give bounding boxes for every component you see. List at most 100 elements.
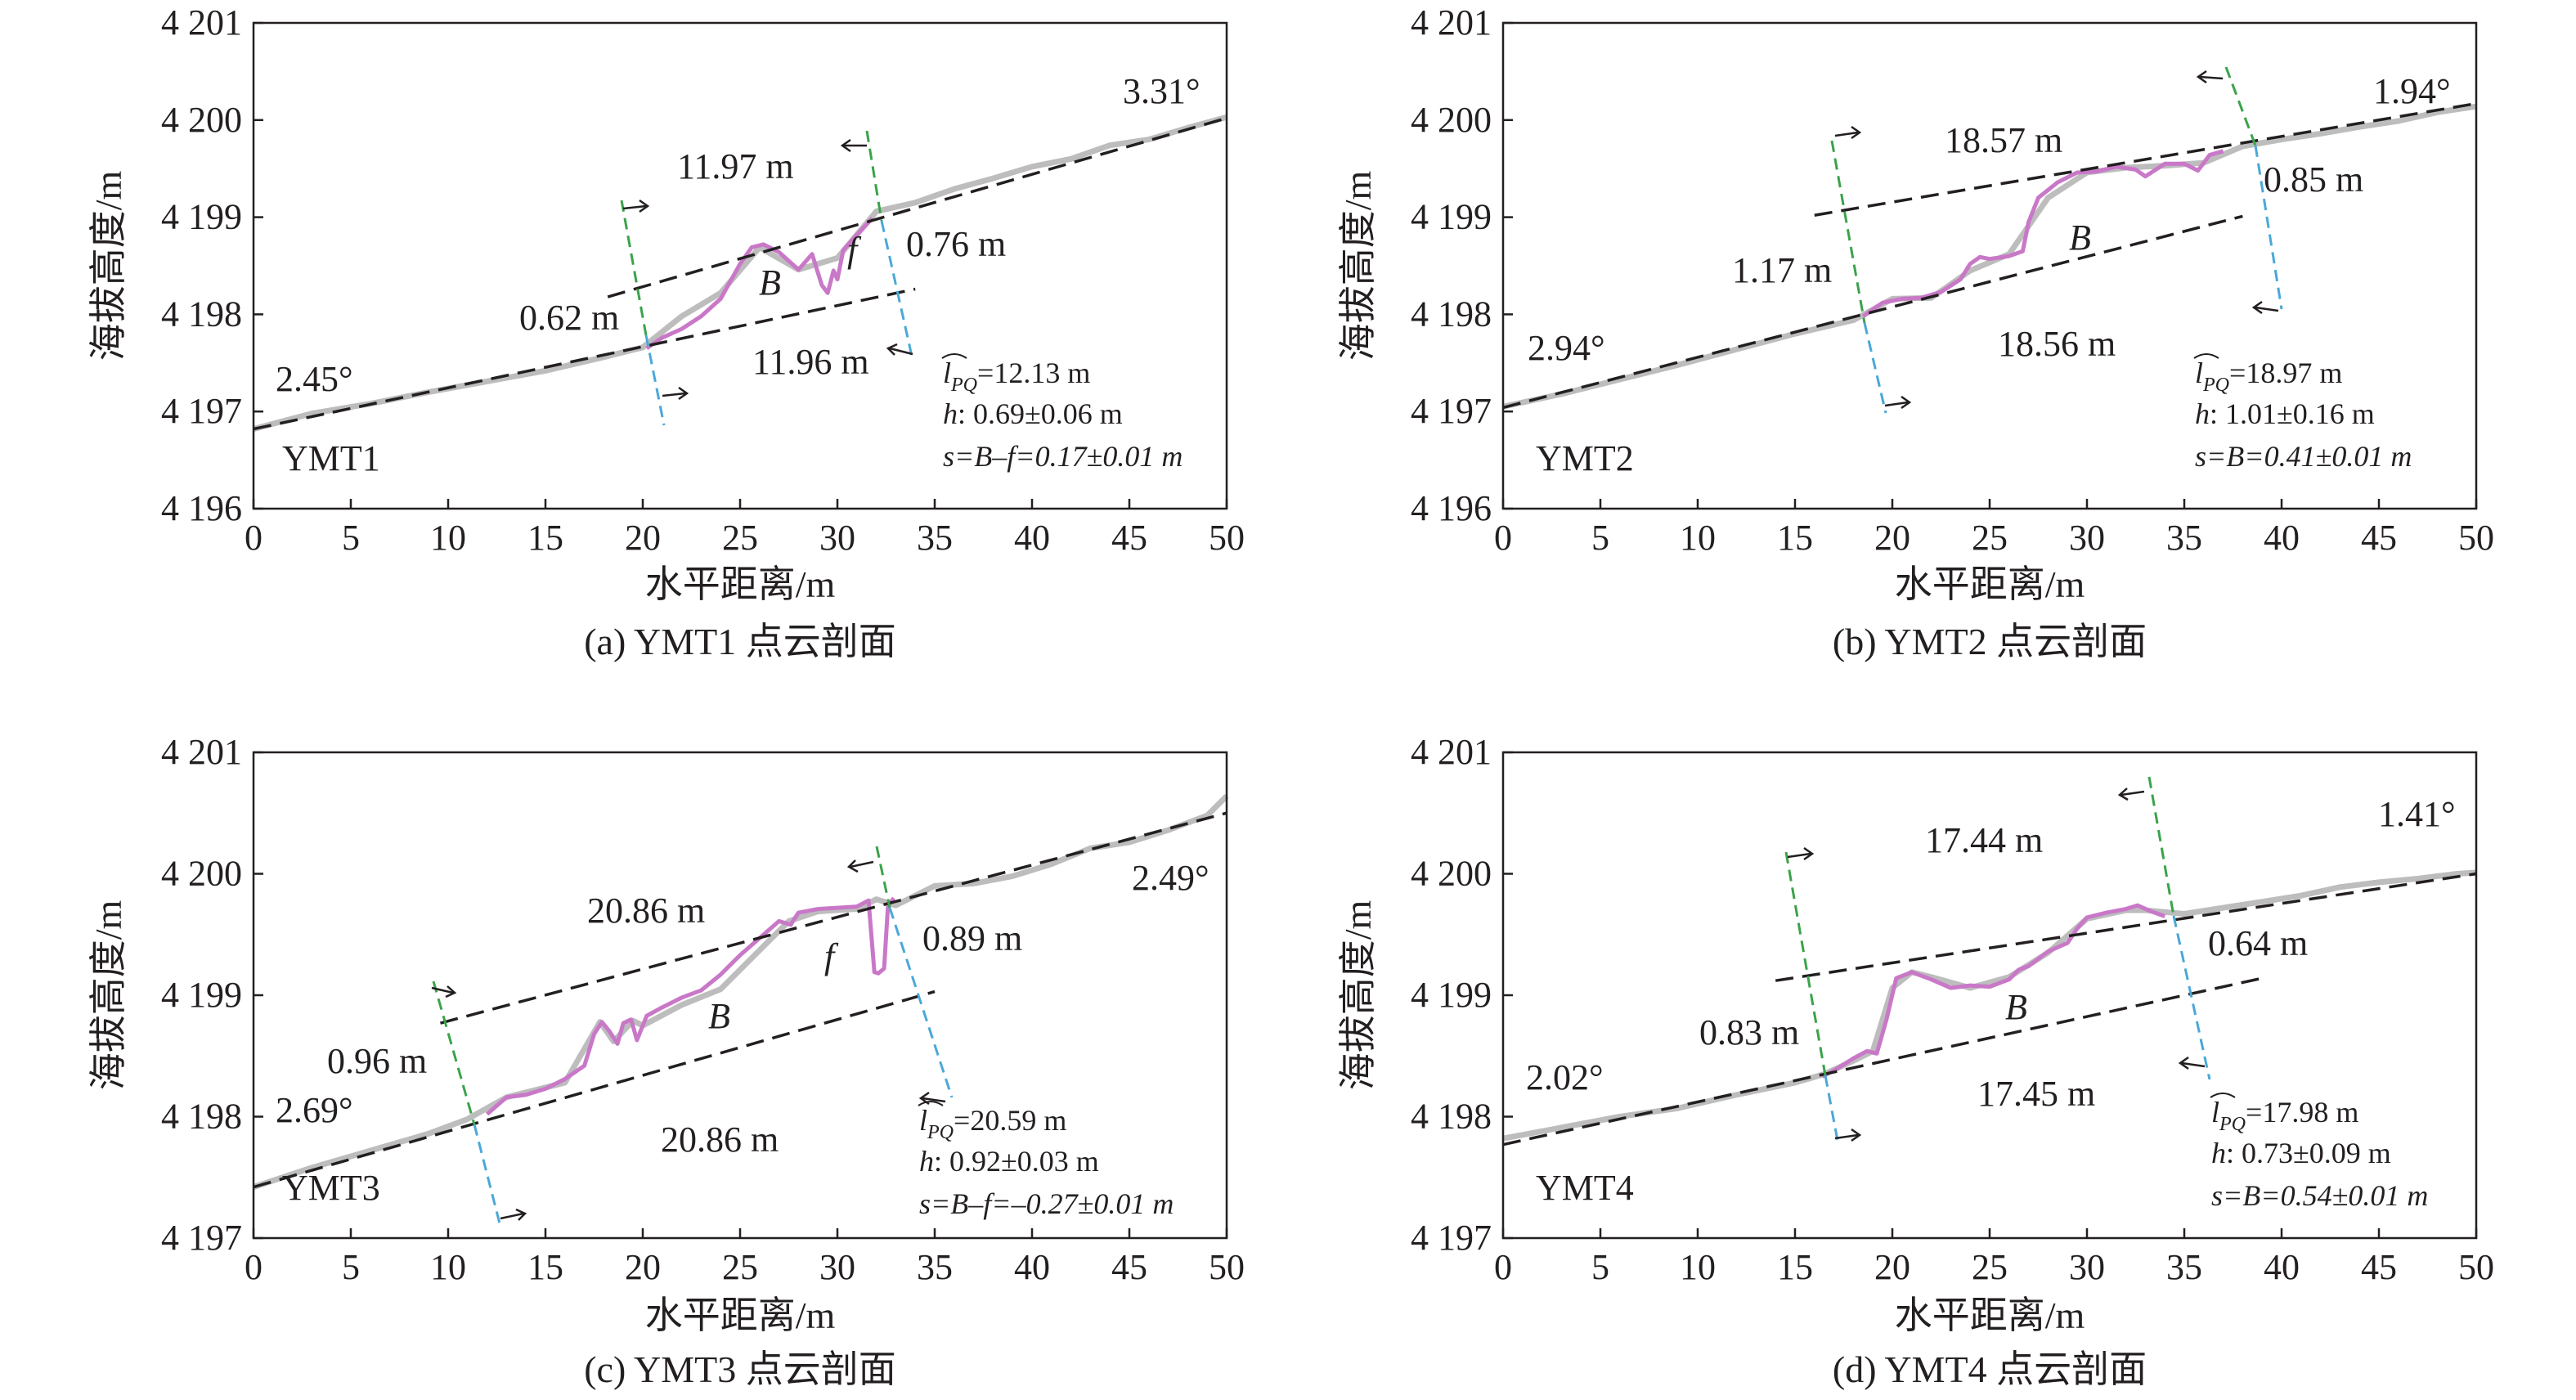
panel-d-x-tick-label: 5	[1591, 1247, 1609, 1287]
panel-b-x-tick-label: 15	[1777, 518, 1813, 558]
panel-a-x-tick-label: 20	[625, 518, 661, 558]
panel-d-x-ticks: 0 5 10 15 20 25 30 35 40 45 50	[1494, 1228, 2494, 1287]
panel-d-x-tick-label: 40	[2264, 1247, 2300, 1287]
panel-b-stat-slip: s=B=0.41±0.01 m	[2195, 440, 2412, 473]
panel-b-x-tick-label: 35	[2166, 518, 2202, 558]
panel-d-series	[1502, 869, 2477, 1146]
panel-d-stat-slip: s=B=0.54±0.01 m	[2211, 1179, 2428, 1212]
panel-c-label-f: f	[824, 936, 839, 976]
panel-b-x-tick-label: 0	[1494, 518, 1512, 558]
panel-c-x-tick-label: 20	[625, 1247, 661, 1287]
panel-d-x-tick-label: 50	[2458, 1247, 2494, 1287]
panel-d-y-tick-label: 4 197	[1411, 1218, 1492, 1258]
panel-d-lower-bound-line	[2147, 776, 2175, 917]
panel-a-length-lower: 11.96 m	[752, 342, 869, 382]
panel-c-x-tick-label: 25	[722, 1247, 758, 1287]
panel-d-angle-left: 2.02°	[1526, 1057, 1604, 1097]
panel-a-site-label: YMT1	[282, 438, 380, 478]
panel-a-label-f: f	[847, 230, 862, 270]
panel-b-x-tick-label: 5	[1591, 518, 1609, 558]
panel-a-arrow-lower-left	[662, 386, 689, 401]
panel-a-caption: (a) YMT1 点云剖面	[584, 621, 896, 662]
panel-b-series-profile	[1502, 103, 2477, 410]
panel-b-y-ticks: 4 196 4 197 4 198 4 199 4 200 4 201	[1411, 2, 1513, 528]
panel-b-x-tick-label: 25	[1972, 518, 2008, 558]
panel-c-stat-arc-length: lPQ=20.59 m	[918, 1101, 1066, 1143]
panel-b-series-scarp	[1861, 149, 2224, 318]
panel-b-lower-bound-line-low	[2254, 145, 2283, 310]
panel-a-series-fit-upper	[607, 116, 1227, 298]
panel-a-lower-bound-line-low	[880, 220, 914, 361]
panel-d-angle-right: 1.41°	[2378, 794, 2456, 834]
svg-text:lPQ=18.97 m: lPQ=18.97 m	[2195, 357, 2342, 396]
panel-c-y-tick-label: 4 200	[161, 854, 242, 894]
panel-d: 0 5 10 15 20 25 30 35 40 45 50 4 197 4 198 4 199 4 20…	[1337, 732, 2494, 1390]
panel-a-x-tick-label: 45	[1111, 518, 1147, 558]
panel-c-lower-bound-line-low	[888, 907, 954, 1098]
panel-c-x-ticks: 0 5 10 15 20 25 30 35 40 45 50	[245, 1228, 1245, 1287]
panel-d-series-fit-lower	[1502, 976, 2263, 1146]
panel-c-series-fit-upper	[440, 811, 1227, 1025]
panel-a-series	[253, 114, 1227, 432]
panel-a-y-tick-label: 4 200	[161, 100, 242, 140]
panel-a-arrow-upper-right	[840, 138, 867, 153]
panel-c-angle-right: 2.49°	[1132, 858, 1209, 898]
panel-b-y-tick-label: 4 196	[1411, 488, 1492, 528]
panel-c: 0 5 10 15 20 25 30 35 40 45 50 4 197 4 198 4 199 4 20…	[88, 732, 1245, 1390]
panel-a-x-axis-title: 水平距离/m	[645, 563, 836, 605]
panel-c-y-tick-label: 4 197	[161, 1218, 242, 1258]
panel-a-y-tick-label: 4 196	[161, 488, 242, 528]
panel-c-x-tick-label: 10	[430, 1247, 466, 1287]
panel-b-plot-frame	[1501, 21, 2478, 510]
panel-a-y-tick-label: 4 198	[161, 294, 242, 334]
panel-b-angle-right: 1.94°	[2373, 71, 2451, 111]
panel-d-length-lower: 17.45 m	[1977, 1074, 2095, 1114]
svg-text:lPQ=20.59 m: lPQ=20.59 m	[919, 1104, 1066, 1143]
panel-a-x-tick-label: 25	[722, 518, 758, 558]
panel-c-length-lower: 20.86 m	[661, 1120, 779, 1160]
panel-d-x-tick-label: 0	[1494, 1247, 1512, 1287]
panel-d-arrow-lower-left	[1834, 1128, 1862, 1142]
panel-a-x-tick-label: 40	[1014, 518, 1050, 558]
panel-c-arrow-upper-right	[846, 859, 874, 873]
panel-a-offset-right: 0.76 m	[906, 224, 1006, 264]
panel-a-x-tick-label: 50	[1209, 518, 1245, 558]
panel-d-x-tick-label: 30	[2069, 1247, 2105, 1287]
panel-b-y-tick-label: 4 200	[1411, 100, 1492, 140]
panel-d-y-axis-title: 海拔高度/m	[1337, 900, 1379, 1091]
panel-c-series	[252, 793, 1229, 1190]
panel-a-upper-bound-line-low	[644, 334, 666, 426]
panel-d-offset-right: 0.64 m	[2208, 923, 2308, 963]
panel-c-upper-bound-line-low	[473, 1124, 502, 1227]
panel-d-y-tick-label: 4 198	[1411, 1097, 1492, 1137]
panel-d-x-axis-title: 水平距离/m	[1895, 1295, 2085, 1336]
panel-c-length-upper: 20.86 m	[587, 891, 705, 931]
svg-text:lPQ=12.13 m: lPQ=12.13 m	[943, 357, 1090, 396]
panel-a-stat-slip: s=B–f=0.17±0.01 m	[943, 440, 1183, 473]
panel-b-arrow-lower-left	[1884, 395, 1912, 410]
panel-d-stat-height: h: 0.73±0.09 m	[2211, 1137, 2391, 1169]
panel-b-x-axis-title: 水平距离/m	[1895, 563, 2085, 605]
panel-b-y-tick-label: 4 197	[1411, 391, 1492, 431]
panel-a-x-tick-label: 0	[245, 518, 263, 558]
panel-b-y-axis-title: 海拔高度/m	[1337, 171, 1379, 361]
panel-c-series-scarp	[485, 896, 895, 1116]
panel-c-arrow-lower-left	[500, 1208, 527, 1221]
panel-d-stat-arc-length: lPQ=17.98 m	[2210, 1093, 2358, 1135]
panel-a-y-tick-label: 4 201	[161, 2, 242, 43]
panel-c-x-tick-label: 45	[1111, 1247, 1147, 1287]
panel-a-y-tick-label: 4 197	[161, 391, 242, 431]
panel-b-arrow-lower-right	[2251, 300, 2279, 315]
panel-b-label-b: B	[2069, 218, 2091, 258]
panel-c-x-tick-label: 30	[819, 1247, 855, 1287]
panel-c-upper-bound-line	[432, 980, 476, 1125]
panel-c-x-tick-label: 5	[342, 1247, 360, 1287]
panel-a-y-axis-title: 海拔高度/m	[88, 171, 129, 361]
panel-a-length-upper: 11.97 m	[677, 146, 794, 186]
panel-c-x-tick-label: 40	[1014, 1247, 1050, 1287]
panel-c-stat-slip: s=B–f=–0.27±0.01 m	[919, 1187, 1174, 1220]
panel-b-x-ticks: 0 5 10 15 20 25 30 35 40 45 50	[1494, 499, 2494, 558]
panel-a-x-tick-label: 35	[917, 518, 953, 558]
panel-c-stat-height: h: 0.92±0.03 m	[919, 1145, 1099, 1178]
